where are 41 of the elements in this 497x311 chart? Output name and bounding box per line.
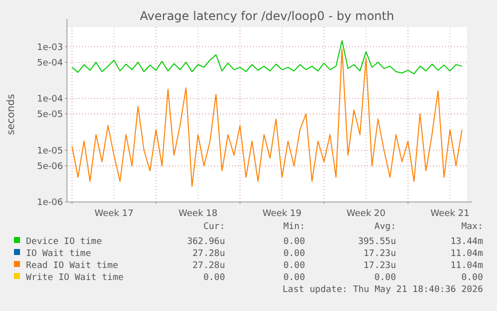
text: 13.44m [450, 237, 483, 247]
text: 11.04m [450, 261, 483, 271]
text: 0.00 [203, 273, 225, 283]
text: 0.00 [283, 237, 305, 247]
legend-label: Write IO Wait time [26, 273, 124, 283]
text: 27.28u [192, 249, 225, 259]
chart-title: Average latency for /dev/loop0 - by month [140, 9, 394, 23]
text: Last update: Thu May 21 18:40:36 2026 [282, 285, 483, 295]
y-tick-label: 1e-04 [37, 94, 64, 105]
text: Min: [283, 222, 305, 232]
text: 27.28u [192, 261, 225, 271]
text: 11.04m [450, 249, 483, 259]
text: 0.00 [283, 273, 305, 283]
text: Max: [461, 222, 483, 232]
x-tick-label: Week 21 [430, 209, 470, 219]
text: 362.96u [187, 237, 225, 247]
x-tick-label: Week 19 [262, 209, 302, 219]
legend-label: Device IO time [26, 237, 102, 247]
text: Avg: [374, 222, 396, 232]
text: 0.00 [461, 273, 483, 283]
text: 17.23u [363, 261, 396, 271]
text: 395.55u [358, 237, 396, 247]
x-tick-label: Week 18 [178, 209, 218, 219]
y-tick-label: 5e-04 [37, 58, 64, 68]
line-series [72, 48, 462, 187]
text: 17.23u [363, 249, 396, 259]
text: 0.00 [283, 249, 305, 259]
y-tick-label: 1e-06 [37, 198, 64, 208]
legend-label: IO Wait time [26, 249, 92, 259]
y-tick-label: 1e-05 [37, 146, 63, 156]
text: 0.00 [374, 273, 396, 283]
y-axis-title: seconds [6, 94, 17, 135]
line-series [72, 40, 462, 74]
text: Cur: [203, 222, 225, 232]
y-tick-label: 5e-05 [37, 110, 63, 120]
legend-label: Read IO Wait time [26, 261, 118, 271]
text: 0.00 [283, 261, 305, 271]
y-tick-label: 1e-03 [37, 42, 63, 53]
x-tick-label: Week 20 [346, 209, 386, 219]
y-tick-label: 5e-06 [37, 162, 64, 172]
x-tick-label: Week 17 [94, 209, 134, 219]
